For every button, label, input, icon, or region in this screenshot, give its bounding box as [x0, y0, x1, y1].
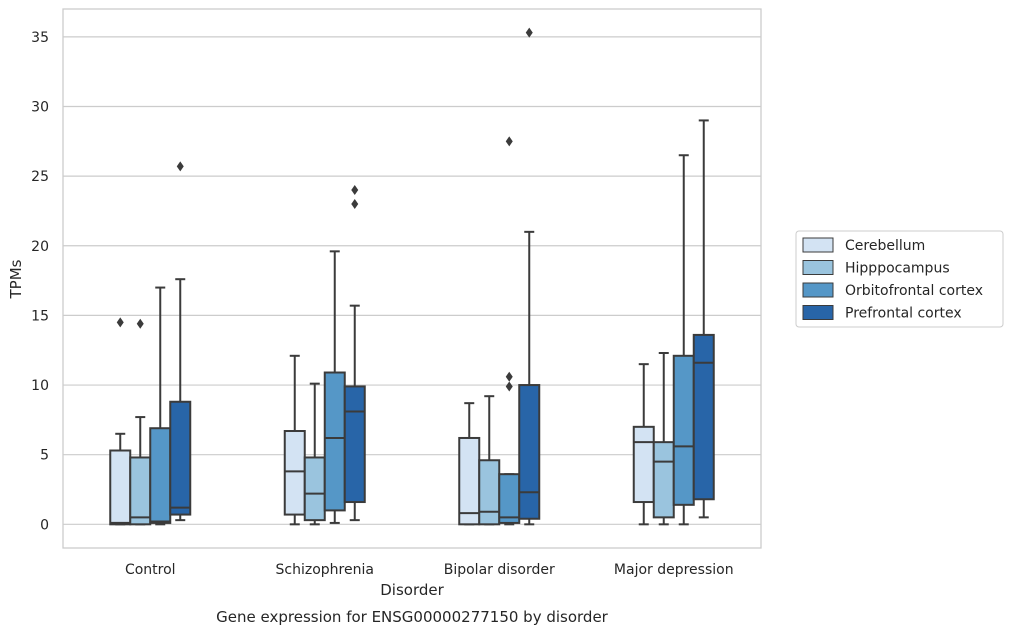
box-3-2	[518, 27, 541, 526]
legend-frame	[795, 230, 1004, 328]
outlier-point	[525, 27, 533, 38]
box-iqr	[303, 456, 326, 522]
box-iqr	[343, 385, 366, 504]
box-iqr	[129, 456, 152, 526]
x-tick-label: Bipolar disorder	[444, 562, 555, 578]
box-iqr	[169, 400, 192, 516]
x-axis-label: Disorder	[380, 581, 444, 599]
box-iqr	[632, 425, 655, 504]
box-3-1	[343, 185, 366, 522]
box-1-2	[478, 395, 501, 526]
y-tick-label: 20	[31, 239, 49, 255]
legend-label: Cerebellum	[845, 238, 925, 254]
box-1-0	[129, 318, 152, 526]
box-iqr	[458, 436, 481, 526]
box-3-0	[169, 161, 192, 522]
box-iqr	[692, 333, 715, 501]
y-tick-label: 0	[40, 517, 49, 533]
x-tick-label: Major depression	[614, 562, 734, 578]
box-iqr	[672, 354, 695, 506]
y-tick-label: 10	[31, 378, 49, 394]
outlier-point	[116, 317, 124, 328]
boxes	[109, 27, 715, 526]
legend-label: Hipppocampus	[845, 261, 950, 277]
outlier-point	[351, 185, 359, 196]
outlier-point	[505, 136, 513, 147]
legend-swatch	[802, 237, 834, 253]
y-tick-label: 15	[31, 308, 49, 324]
box-3-3	[692, 119, 715, 519]
box-2-3	[672, 154, 695, 526]
chart-caption: Gene expression for ENSG00000277150 by d…	[216, 608, 609, 626]
y-tick-labels: 0 5 10 15 20 25 30 35	[31, 30, 49, 533]
box-iqr	[283, 430, 306, 516]
y-tick-label: 25	[31, 169, 49, 185]
box-iqr	[323, 371, 346, 512]
y-tick-label: 35	[31, 30, 49, 46]
box-2-2	[498, 136, 521, 526]
legend-label: Prefrontal cortex	[845, 306, 962, 322]
outlier-point	[505, 381, 513, 392]
legend-swatch	[802, 260, 834, 275]
legend-swatch	[802, 305, 834, 320]
outlier-point	[351, 198, 359, 209]
box-iqr	[149, 427, 172, 524]
outlier-point	[505, 371, 513, 382]
legend: Cerebellum Hipppocampus Orbitofrontal cort…	[795, 230, 1004, 328]
x-tick-label: Schizophrenia	[276, 562, 374, 578]
box-iqr	[478, 459, 501, 526]
y-axis-label: TPMs	[7, 259, 25, 299]
outlier-point	[136, 318, 144, 329]
legend-swatch	[802, 282, 834, 298]
box-iqr	[109, 449, 132, 526]
x-tick-label: Control	[125, 562, 176, 578]
box-1-1	[303, 382, 326, 526]
box-0-1	[283, 354, 306, 526]
box-0-2	[458, 402, 481, 526]
legend-label: Orbitofrontal cortex	[845, 283, 983, 299]
y-tick-label: 30	[31, 99, 49, 115]
outlier-point	[176, 161, 184, 172]
y-tick-label: 5	[40, 448, 49, 464]
x-tick-labels: Control Schizophrenia Bipolar disorder Majo…	[125, 562, 734, 578]
box-iqr	[518, 384, 541, 520]
box-iqr	[498, 473, 521, 524]
box-iqr	[652, 441, 675, 519]
